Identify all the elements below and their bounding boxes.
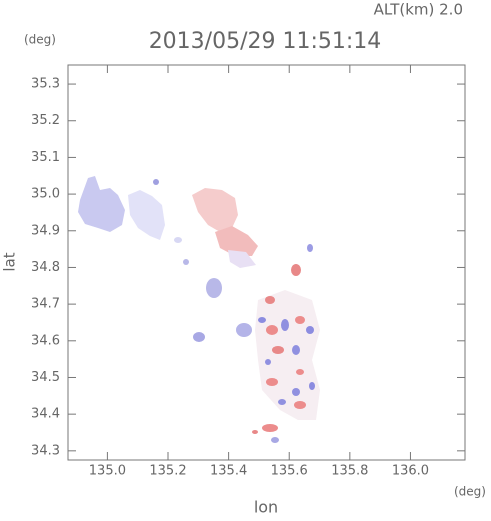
y-tick-label: 34.6 [31, 333, 60, 348]
x-tick-label: 135.6 [271, 464, 308, 479]
y-axis-label: lat [1, 252, 19, 271]
y-tick-label: 35.0 [31, 187, 60, 202]
x-axis-label: lon [254, 498, 278, 517]
x-tick-label: 136.0 [392, 464, 429, 479]
y-tick-label: 35.3 [31, 77, 60, 92]
y-tick-label: 35.1 [31, 150, 60, 165]
x-unit: (deg) [454, 485, 486, 499]
x-tick-label: 135.8 [331, 464, 368, 479]
y-tick-label: 34.9 [31, 223, 60, 238]
subtitle: ALT(km) 2.0 [374, 1, 463, 19]
y-tick-label: 34.4 [31, 407, 60, 422]
chart-title: 2013/05/29 11:51:14 [149, 29, 382, 54]
y-tick-label: 34.7 [31, 297, 60, 312]
echo-field [78, 176, 320, 443]
plot-frame [67, 64, 466, 461]
y-tick-label: 34.5 [31, 370, 60, 385]
x-tick-label: 135.2 [149, 464, 186, 479]
x-tick-label: 135.0 [89, 464, 126, 479]
y-tick-label: 34.3 [31, 443, 60, 458]
y-tick-label: 35.2 [31, 113, 60, 128]
x-tick-label: 135.4 [210, 464, 247, 479]
y-unit: (deg) [24, 33, 56, 47]
y-tick-label: 34.8 [31, 260, 60, 275]
